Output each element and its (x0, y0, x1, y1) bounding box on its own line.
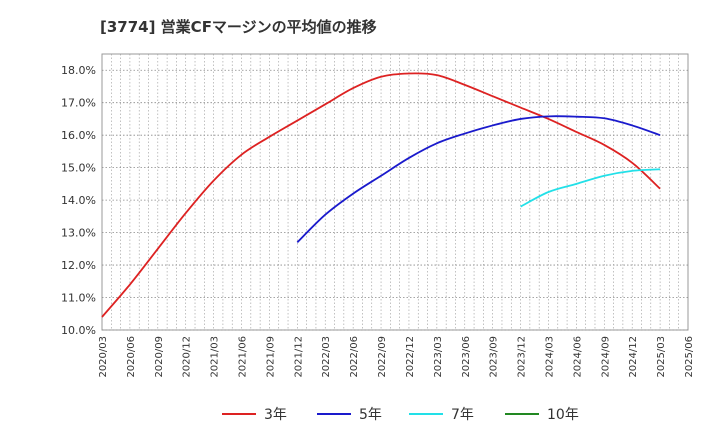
plot-area (101, 53, 689, 331)
x-tick-label: 2020/09 (154, 336, 165, 378)
y-tick-label: 16.0% (61, 129, 96, 142)
y-tick-label: 17.0% (61, 97, 96, 110)
x-tick-label: 2021/12 (293, 336, 304, 378)
x-axis-ticks: 2020/03 2020/06 2020/09 2020/12 2021/03 2021/… (98, 336, 695, 378)
y-tick-label: 18.0% (61, 64, 96, 77)
x-tick-label: 2025/03 (656, 336, 667, 378)
x-tick-label: 2020/06 (126, 336, 137, 378)
x-tick-label: 2024/12 (628, 336, 639, 378)
legend-label: 5年 (359, 407, 382, 423)
x-tick-label: 2022/06 (349, 336, 360, 378)
chart-title: [3774] 営業CFマージンの平均値の推移 (100, 18, 377, 36)
y-tick-label: 13.0% (61, 227, 96, 240)
x-tick-label: 2020/03 (98, 336, 109, 378)
x-tick-label: 2023/03 (433, 336, 444, 378)
x-tick-label: 2021/03 (210, 336, 221, 378)
y-tick-label: 12.0% (61, 259, 96, 272)
legend-label: 7年 (451, 407, 474, 423)
legend-label: 10年 (547, 407, 579, 423)
legend-label: 3年 (264, 407, 287, 423)
legend: 3年 5年 7年 10年 (222, 407, 579, 423)
x-tick-label: 2022/12 (405, 336, 416, 378)
x-tick-label: 2024/06 (572, 336, 583, 378)
series-line-7年 (520, 168, 661, 208)
x-tick-label: 2020/12 (182, 336, 193, 378)
x-tick-label: 2022/09 (377, 336, 388, 378)
x-tick-label: 2023/12 (517, 336, 528, 378)
x-tick-label: 2022/03 (321, 336, 332, 378)
x-tick-label: 2024/03 (544, 336, 555, 378)
x-tick-label: 2021/09 (265, 336, 276, 378)
series-line-3年 (101, 72, 661, 318)
y-tick-label: 10.0% (61, 324, 96, 337)
series-lines (101, 72, 661, 318)
series-line-5年 (296, 115, 661, 243)
x-tick-label: 2021/06 (238, 336, 249, 378)
y-tick-label: 14.0% (61, 194, 96, 207)
y-axis-ticks: 10.0% 11.0% 12.0% 13.0% 14.0% 15.0% 16.0% 17.0%… (61, 64, 96, 337)
x-tick-label: 2025/06 (684, 336, 695, 378)
y-tick-label: 11.0% (61, 292, 96, 305)
x-tick-label: 2023/06 (461, 336, 472, 378)
grid-lines (101, 54, 689, 331)
x-tick-label: 2023/09 (489, 336, 500, 378)
x-tick-label: 2024/09 (600, 336, 611, 378)
y-tick-label: 15.0% (61, 162, 96, 175)
